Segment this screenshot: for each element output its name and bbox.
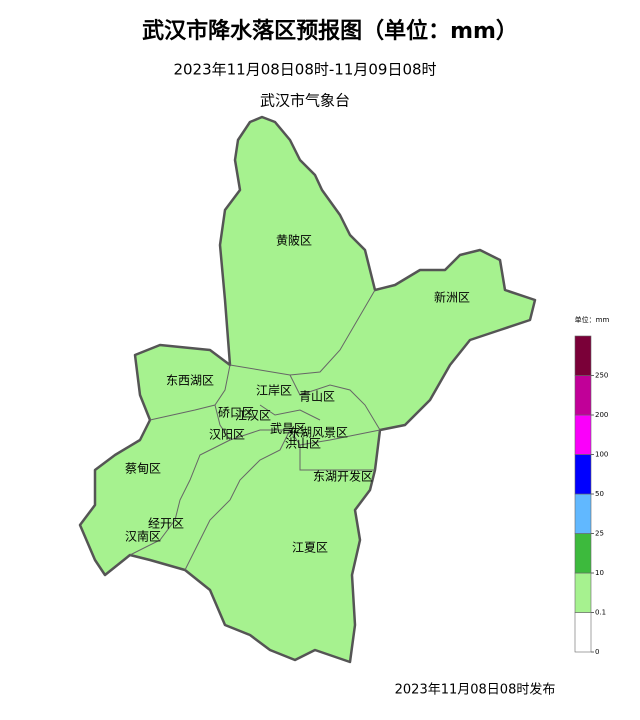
district-label: 江汉区 bbox=[235, 409, 271, 423]
district-label: 东湖开发区 bbox=[313, 469, 373, 484]
legend-tick-label: 0.1 bbox=[595, 609, 606, 617]
district-label: 经开区 bbox=[148, 517, 184, 531]
legend-tick-label: 250 bbox=[595, 372, 608, 380]
legend-swatch bbox=[574, 375, 592, 416]
title: 武汉市降水落区预报图（单位：mm） bbox=[142, 18, 518, 44]
legend-tick-label: 200 bbox=[595, 411, 608, 419]
district-boundaries bbox=[129, 289, 381, 571]
legend-swatch bbox=[574, 612, 592, 653]
district-label: 洪山区 bbox=[285, 437, 321, 451]
district-label: 青山区 bbox=[299, 390, 335, 404]
legend-swatch bbox=[574, 533, 592, 574]
district-label: 蔡甸区 bbox=[125, 462, 161, 476]
district-label: 江岸区 bbox=[256, 384, 292, 398]
legend-swatch bbox=[574, 454, 592, 495]
legend-title: 单位：mm bbox=[575, 315, 610, 324]
district-label: 东西湖区 bbox=[166, 373, 214, 388]
legend-swatch bbox=[574, 572, 592, 613]
legend-swatch bbox=[574, 335, 592, 376]
district-label: 硚口区 bbox=[218, 406, 254, 420]
legend-tick-label: 0 bbox=[595, 648, 599, 656]
district-label: 江夏区 bbox=[292, 541, 328, 555]
district-label: 汉南区 bbox=[125, 529, 161, 544]
period: 2023年11月08日08时-11月09日08时 bbox=[173, 61, 436, 79]
issuer: 武汉市气象台 bbox=[260, 92, 350, 110]
legend-tick-label: 50 bbox=[595, 490, 604, 498]
district-label: 东湖风景区 bbox=[288, 425, 348, 440]
district-label: 汉阳区 bbox=[209, 428, 245, 442]
district-label: 新洲区 bbox=[434, 290, 470, 305]
district-label: 黄陂区 bbox=[276, 233, 312, 248]
footer: 2023年11月08日08时发布 bbox=[395, 682, 556, 698]
legend-swatch bbox=[574, 414, 592, 455]
district-label: 武昌区 bbox=[270, 422, 306, 436]
legend-tick-label: 25 bbox=[595, 530, 604, 538]
wuhan-map bbox=[78, 115, 537, 664]
legend-swatch bbox=[574, 493, 592, 534]
legend-tick-label: 100 bbox=[595, 451, 608, 459]
legend-tick-label: 10 bbox=[595, 569, 604, 577]
